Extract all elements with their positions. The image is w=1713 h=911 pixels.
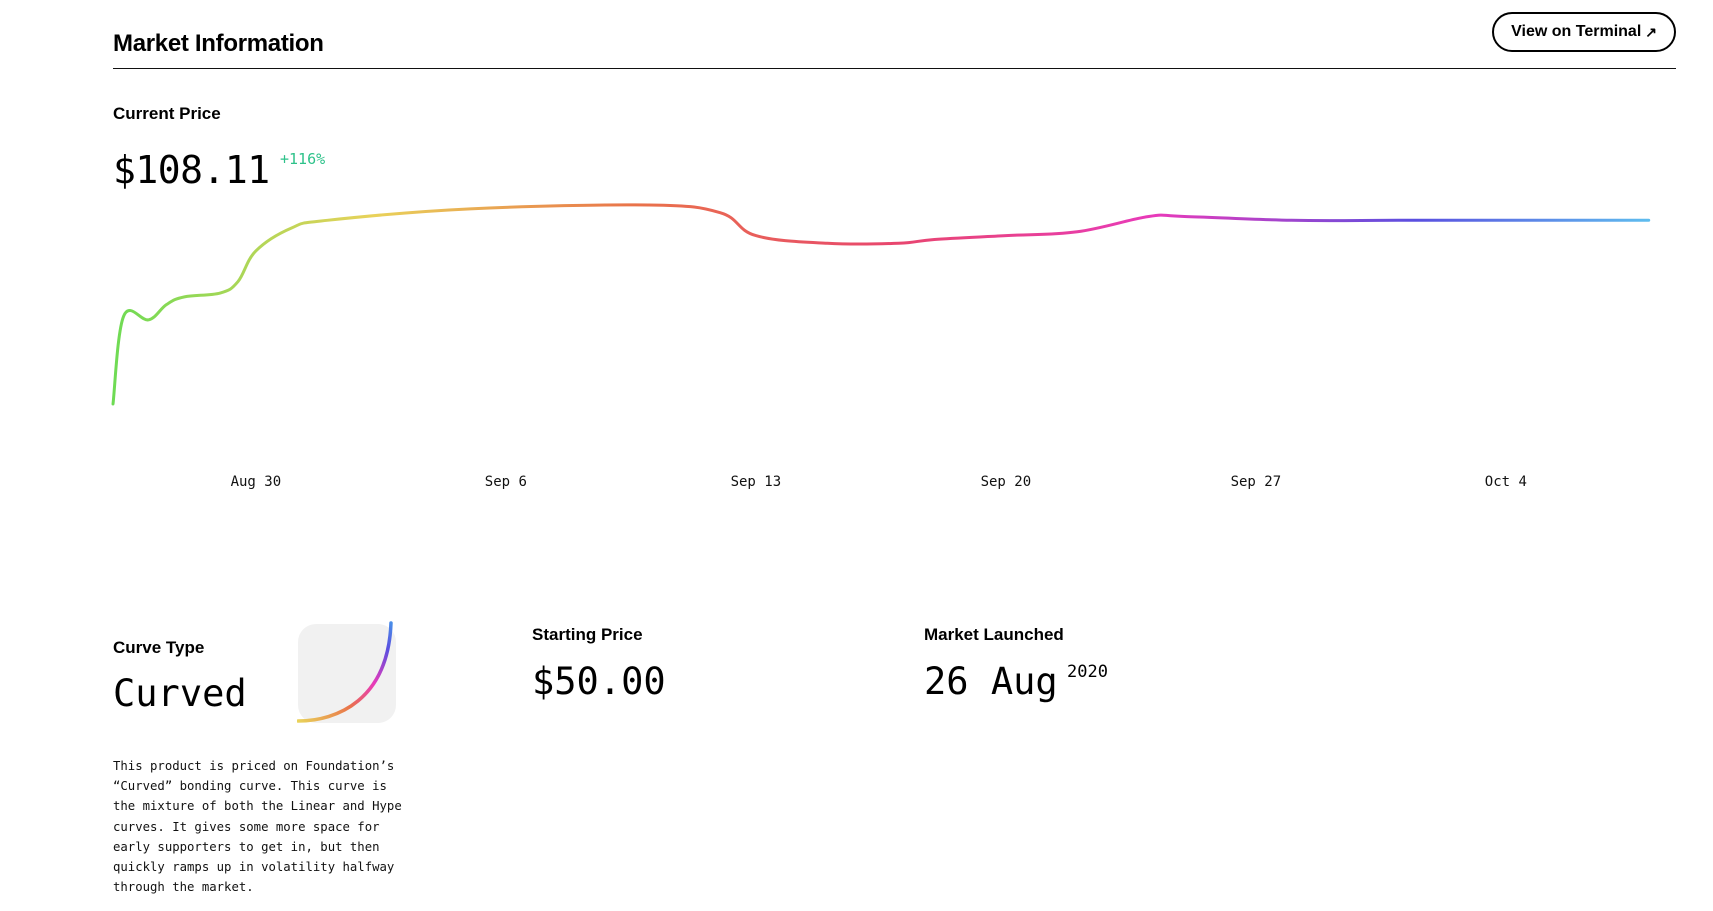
price-change-badge: +116% [280, 150, 326, 168]
x-axis-tick-label: Sep 13 [731, 474, 782, 490]
price-chart: Aug 30 Sep 6 Sep 13 Sep 20 Sep 27 Oct 4 [111, 203, 1651, 490]
market-launched-year: 2020 [1067, 662, 1108, 682]
x-axis-tick-label: Sep 6 [485, 474, 527, 490]
view-on-terminal-label: View on Terminal [1511, 23, 1642, 40]
market-launched-label: Market Launched [924, 625, 1064, 644]
x-axis-ticks: Aug 30 Sep 6 Sep 13 Sep 20 Sep 27 Oct 4 [231, 474, 1527, 490]
market-information-header: Market Information View on Terminal ↗ [113, 12, 1676, 69]
market-launched-date: 26 Aug [924, 660, 1058, 703]
page-title: Market Information [113, 30, 324, 57]
curve-type-label: Curve Type [113, 638, 205, 657]
current-price-value: $108.11 [113, 148, 270, 192]
curve-type-value: Curved [113, 672, 247, 715]
arrow-up-right-icon: ↗ [1645, 23, 1657, 40]
starting-price-label: Starting Price [532, 625, 643, 644]
current-price-label: Current Price [113, 104, 221, 123]
price-series-line [111, 203, 1651, 406]
curve-type-description: This product is priced on Foundation’s “… [113, 759, 402, 895]
curved-bonding-curve-icon [297, 621, 396, 723]
x-axis-tick-label: Aug 30 [231, 474, 282, 490]
x-axis-tick-label: Oct 4 [1485, 474, 1527, 490]
x-axis-tick-label: Sep 20 [981, 474, 1032, 490]
starting-price-value: $50.00 [532, 660, 666, 703]
view-on-terminal-button[interactable]: View on Terminal ↗ [1492, 12, 1676, 52]
x-axis-tick-label: Sep 27 [1231, 474, 1282, 490]
